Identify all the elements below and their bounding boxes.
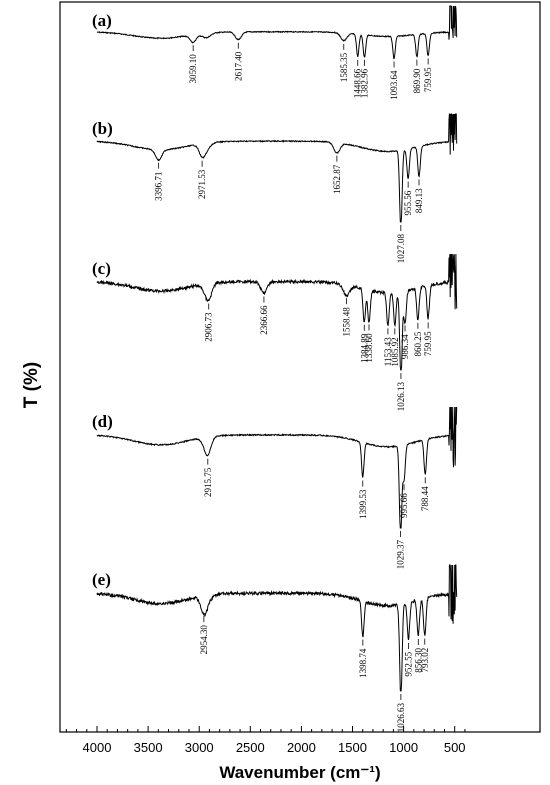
spectrum-line xyxy=(96,5,458,60)
peak-label: 1026.13 xyxy=(396,382,406,412)
panel-label: (e) xyxy=(92,570,111,589)
x-tick-label: 3500 xyxy=(134,740,163,755)
peak-label: 1093.64 xyxy=(389,70,399,100)
spectrum-line xyxy=(96,113,458,223)
panel-b: (b) 3396.71 2971.53 1652.87 1027.08 955.56 849… xyxy=(92,113,458,264)
peak-label: 759.95 xyxy=(423,67,433,92)
peak-label: 856.30 xyxy=(413,648,423,673)
peak-label: 1029.37 xyxy=(396,540,406,570)
panel-d: (d) 2915.75 1399.53 1029.37 995.66 788.44 xyxy=(92,406,458,570)
peak-label: 2915.75 xyxy=(203,467,213,497)
peak-label: 793.02 xyxy=(420,648,430,673)
peak-label: 3396.71 xyxy=(154,172,164,201)
peak-label: 995.66 xyxy=(399,493,409,518)
x-axis-label: Wavenumber (cm⁻¹) xyxy=(219,763,380,782)
peak-label: 2954.30 xyxy=(199,625,209,655)
peak-label: 955.56 xyxy=(403,190,413,215)
peak-label: 1585.35 xyxy=(339,52,349,82)
peak-label: 1085.92 xyxy=(390,337,400,366)
x-tick-label: 1000 xyxy=(389,740,418,755)
peak-label: 986.34 xyxy=(400,334,410,359)
panel-label: (a) xyxy=(92,11,112,30)
x-tick-label: 4000 xyxy=(83,740,112,755)
x-tick-label: 1500 xyxy=(338,740,367,755)
peak-label: 1399.53 xyxy=(358,489,368,519)
peak-label: 759.95 xyxy=(423,331,433,356)
peak-label: 1448.66 xyxy=(353,68,363,98)
peak-label: 1652.87 xyxy=(332,164,342,194)
peak-label: 860.25 xyxy=(413,331,423,356)
spectrum-line xyxy=(96,406,458,529)
peak-label: 952.55 xyxy=(403,651,413,676)
peak-label: 1398.74 xyxy=(358,648,368,678)
peak-label: 1153.43 xyxy=(383,337,393,366)
peak-label: 849.13 xyxy=(414,188,424,213)
spectrum-line xyxy=(96,253,458,371)
spectrum-line xyxy=(96,564,458,692)
peak-label: 1027.08 xyxy=(396,234,406,264)
panel-label: (c) xyxy=(92,259,111,278)
x-tick-label: 2500 xyxy=(236,740,265,755)
peak-label: 869.90 xyxy=(412,68,422,93)
peak-label: 1558.48 xyxy=(342,307,352,337)
peak-label: 1384.89 xyxy=(359,333,369,363)
panel-e: (e) 2954.30 1398.74 1026.63 952.55 856.30793.… xyxy=(92,564,458,733)
peak-label: 2617.40 xyxy=(233,51,243,81)
plot-frame xyxy=(59,1,541,733)
x-tick-label: 3000 xyxy=(185,740,214,755)
peak-label: 2906.73 xyxy=(204,312,214,342)
peak-label: 2366.66 xyxy=(259,305,269,335)
panel-label: (d) xyxy=(92,412,113,431)
x-tick-label: 2000 xyxy=(287,740,316,755)
peak-label: 2971.53 xyxy=(197,169,207,199)
peak-label: 1026.63 xyxy=(396,703,406,733)
peak-label: 1382.96 xyxy=(360,68,370,98)
peak-label: 3059.10 xyxy=(188,54,198,84)
x-tick-label: 500 xyxy=(444,740,466,755)
panel-label: (b) xyxy=(92,119,113,138)
peak-label: 788.44 xyxy=(420,486,430,511)
peak-label: 1338.60 xyxy=(364,333,374,363)
